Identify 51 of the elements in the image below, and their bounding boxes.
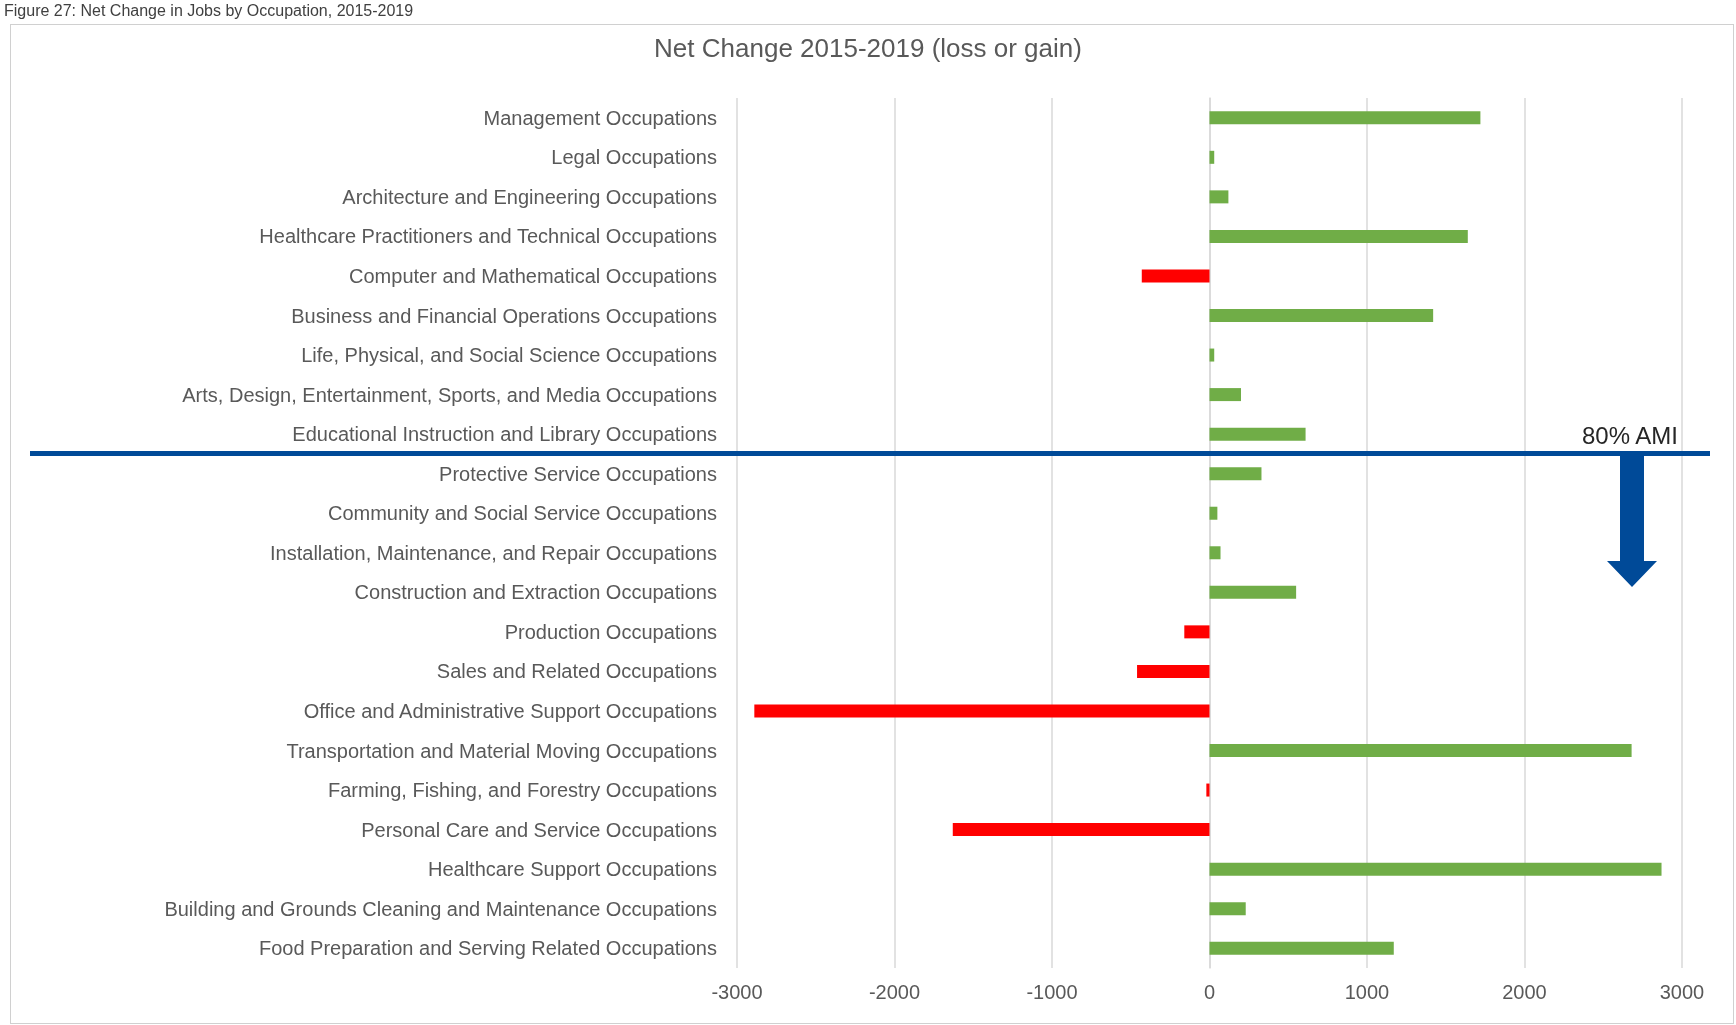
y-tick-label: Educational Instruction and Library Occupations	[292, 423, 717, 446]
y-tick-label: Architecture and Engineering Occupations	[342, 185, 717, 208]
y-tick-label: Installation, Maintenance, and Repair Occupations	[270, 541, 717, 564]
y-tick-label: Production Occupations	[504, 620, 717, 643]
y-tick-label: Healthcare Practitioners and Technical Occupations	[259, 225, 717, 248]
bar	[1209, 902, 1246, 916]
y-tick-label: Business and Financial Operations Occupations	[291, 304, 717, 327]
bar	[1141, 269, 1210, 283]
y-tick-label: Protective Service Occupations	[439, 462, 717, 485]
x-tick-label: 3000	[1659, 981, 1705, 1003]
y-tick-label: Transportation and Material Moving Occupations	[286, 739, 717, 762]
y-tick-label: Legal Occupations	[551, 146, 717, 169]
bar	[1206, 783, 1210, 797]
y-tick-label: Food Preparation and Serving Related Occupations	[258, 937, 717, 960]
y-tick-label: Office and Administrative Support Occupations	[303, 699, 717, 722]
bar	[1137, 664, 1210, 678]
caption: Figure 27: Net Change in Jobs by Occupation, 2015-2019	[4, 2, 414, 20]
bar	[1209, 427, 1306, 441]
y-tick-label: Construction and Extraction Occupations	[354, 581, 717, 604]
x-tick-label: 1000	[1344, 981, 1390, 1003]
y-tick-label: Personal Care and Service Occupations	[361, 818, 717, 841]
x-tick-label: 2000	[1502, 981, 1547, 1003]
bar	[1209, 546, 1221, 560]
bar	[1209, 744, 1632, 757]
chart-title: Net Change 2015-2019 (loss or gain)	[654, 33, 1082, 63]
y-tick-label: Sales and Related Occupations	[436, 660, 717, 683]
y-tick-label: Community and Social Service Occupations	[327, 502, 717, 525]
x-tick-label: -3000	[711, 981, 763, 1003]
bar	[1209, 229, 1468, 243]
y-tick-label: Management Occupations	[483, 106, 717, 129]
x-tick-label: -2000	[868, 981, 921, 1003]
x-tick-label: -1000	[1026, 981, 1078, 1003]
bar	[1209, 941, 1394, 955]
bar	[1209, 862, 1662, 876]
y-tick-label: Arts, Design, Entertainment, Sports, and Media Occupations	[182, 383, 717, 406]
annotation: 80% AMI	[1581, 421, 1678, 450]
y-tick-label: Computer and Mathematical Occupations	[349, 264, 717, 287]
x-tick-label: 0	[1203, 981, 1216, 1003]
y-tick-label: Building and Grounds Cleaning and Maintenance Occupations	[164, 897, 717, 920]
bar	[1209, 388, 1241, 402]
y-tick-label: Life, Physical, and Social Science Occupations	[301, 344, 717, 367]
bar	[1209, 467, 1262, 481]
bar	[754, 704, 1210, 718]
bar	[1209, 585, 1297, 599]
bar	[1209, 309, 1434, 322]
y-tick-label: Farming, Fishing, and Forestry Occupations	[327, 779, 717, 802]
y-tick-label: Healthcare Support Occupations	[427, 858, 717, 881]
bar	[1209, 190, 1229, 204]
bar	[952, 823, 1210, 837]
bar	[1184, 625, 1210, 639]
bar	[1209, 111, 1481, 125]
